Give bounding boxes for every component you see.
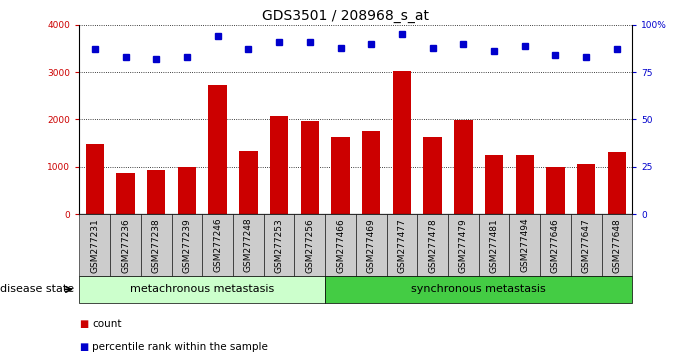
Text: GSM277469: GSM277469 xyxy=(367,218,376,273)
Bar xyxy=(392,71,411,214)
Text: disease state: disease state xyxy=(0,284,74,295)
Text: GSM277494: GSM277494 xyxy=(520,218,529,273)
Bar xyxy=(239,151,258,214)
Text: percentile rank within the sample: percentile rank within the sample xyxy=(92,342,268,352)
Text: GSM277231: GSM277231 xyxy=(91,218,100,273)
Text: synchronous metastasis: synchronous metastasis xyxy=(411,284,546,295)
Bar xyxy=(607,152,626,214)
Bar xyxy=(178,167,196,214)
Bar xyxy=(454,120,473,214)
Text: GSM277648: GSM277648 xyxy=(612,218,621,273)
Text: GSM277477: GSM277477 xyxy=(397,218,406,273)
Text: GSM277481: GSM277481 xyxy=(489,218,499,273)
Text: count: count xyxy=(92,319,122,329)
Bar xyxy=(362,131,381,214)
Text: GSM277238: GSM277238 xyxy=(152,218,161,273)
Text: GDS3501 / 208968_s_at: GDS3501 / 208968_s_at xyxy=(262,9,429,23)
Bar xyxy=(270,116,288,214)
Text: GSM277479: GSM277479 xyxy=(459,218,468,273)
Text: GSM277646: GSM277646 xyxy=(551,218,560,273)
Bar xyxy=(485,154,503,214)
Text: GSM277239: GSM277239 xyxy=(182,218,191,273)
Bar xyxy=(86,144,104,214)
Text: metachronous metastasis: metachronous metastasis xyxy=(130,284,274,295)
Bar xyxy=(577,165,596,214)
Text: GSM277647: GSM277647 xyxy=(582,218,591,273)
Bar xyxy=(331,137,350,214)
Text: GSM277256: GSM277256 xyxy=(305,218,314,273)
Text: GSM277248: GSM277248 xyxy=(244,218,253,273)
Bar xyxy=(209,85,227,214)
Text: ■: ■ xyxy=(79,342,88,352)
Bar xyxy=(301,121,319,214)
Text: GSM277246: GSM277246 xyxy=(213,218,223,273)
Text: GSM277253: GSM277253 xyxy=(274,218,283,273)
Text: GSM277236: GSM277236 xyxy=(121,218,130,273)
Text: GSM277466: GSM277466 xyxy=(336,218,345,273)
Text: ■: ■ xyxy=(79,319,88,329)
Bar xyxy=(515,154,534,214)
Text: GSM277478: GSM277478 xyxy=(428,218,437,273)
Bar xyxy=(147,170,165,214)
Bar xyxy=(116,173,135,214)
Bar xyxy=(424,137,442,214)
Bar xyxy=(547,167,565,214)
